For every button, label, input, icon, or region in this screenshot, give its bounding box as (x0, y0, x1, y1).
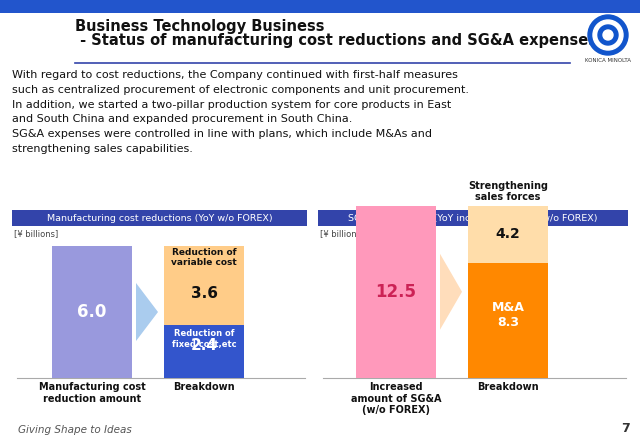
Text: Reduction of
variable cost: Reduction of variable cost (171, 248, 237, 268)
Bar (12, 210, 307, 226)
Text: 4.2: 4.2 (495, 227, 520, 241)
Bar (164, 325, 244, 378)
Text: 2.4: 2.4 (191, 338, 218, 353)
Text: 3.6: 3.6 (191, 286, 218, 301)
Text: Reduction of
fixed cost,etc: Reduction of fixed cost,etc (172, 329, 236, 349)
Text: 6.0: 6.0 (77, 303, 107, 321)
Text: Manufacturing cost reductions (YoY w/o FOREX): Manufacturing cost reductions (YoY w/o F… (47, 214, 272, 222)
Polygon shape (440, 254, 462, 330)
Text: Manufacturing cost
reduction amount: Manufacturing cost reduction amount (38, 382, 145, 404)
Bar (468, 206, 548, 264)
Text: [¥ billions]: [¥ billions] (320, 229, 364, 238)
Bar (0, 13, 640, 63)
Bar (356, 206, 436, 378)
Polygon shape (136, 283, 158, 341)
Text: KONICA MINOLTA: KONICA MINOLTA (585, 58, 631, 63)
Text: SG&A breakdown (YoY increase amount  w/o FOREX): SG&A breakdown (YoY increase amount w/o … (348, 214, 598, 222)
Text: Strengthening
sales forces: Strengthening sales forces (468, 181, 548, 202)
Bar (164, 246, 244, 325)
Bar (0, 0, 640, 13)
Text: Business Technology Business: Business Technology Business (75, 19, 324, 34)
Bar (318, 210, 628, 226)
Circle shape (588, 15, 628, 55)
Text: - Status of manufacturing cost reductions and SG&A expenses: - Status of manufacturing cost reduction… (75, 33, 597, 48)
Circle shape (603, 30, 613, 40)
Circle shape (593, 20, 623, 50)
Text: Breakdown: Breakdown (477, 382, 539, 392)
Text: Breakdown: Breakdown (173, 382, 235, 392)
Text: Increased
amount of SG&A
(w/o FOREX): Increased amount of SG&A (w/o FOREX) (351, 382, 441, 415)
Text: 12.5: 12.5 (376, 283, 417, 301)
Bar (468, 264, 548, 378)
Text: Giving Shape to Ideas: Giving Shape to Ideas (18, 425, 132, 435)
Text: [¥ billions]: [¥ billions] (14, 229, 58, 238)
Text: M&A
8.3: M&A 8.3 (492, 301, 524, 329)
Circle shape (598, 25, 618, 45)
Text: 7: 7 (621, 422, 630, 435)
Text: With regard to cost reductions, the Company continued with first-half measures
s: With regard to cost reductions, the Comp… (12, 70, 469, 154)
Bar (52, 246, 132, 378)
